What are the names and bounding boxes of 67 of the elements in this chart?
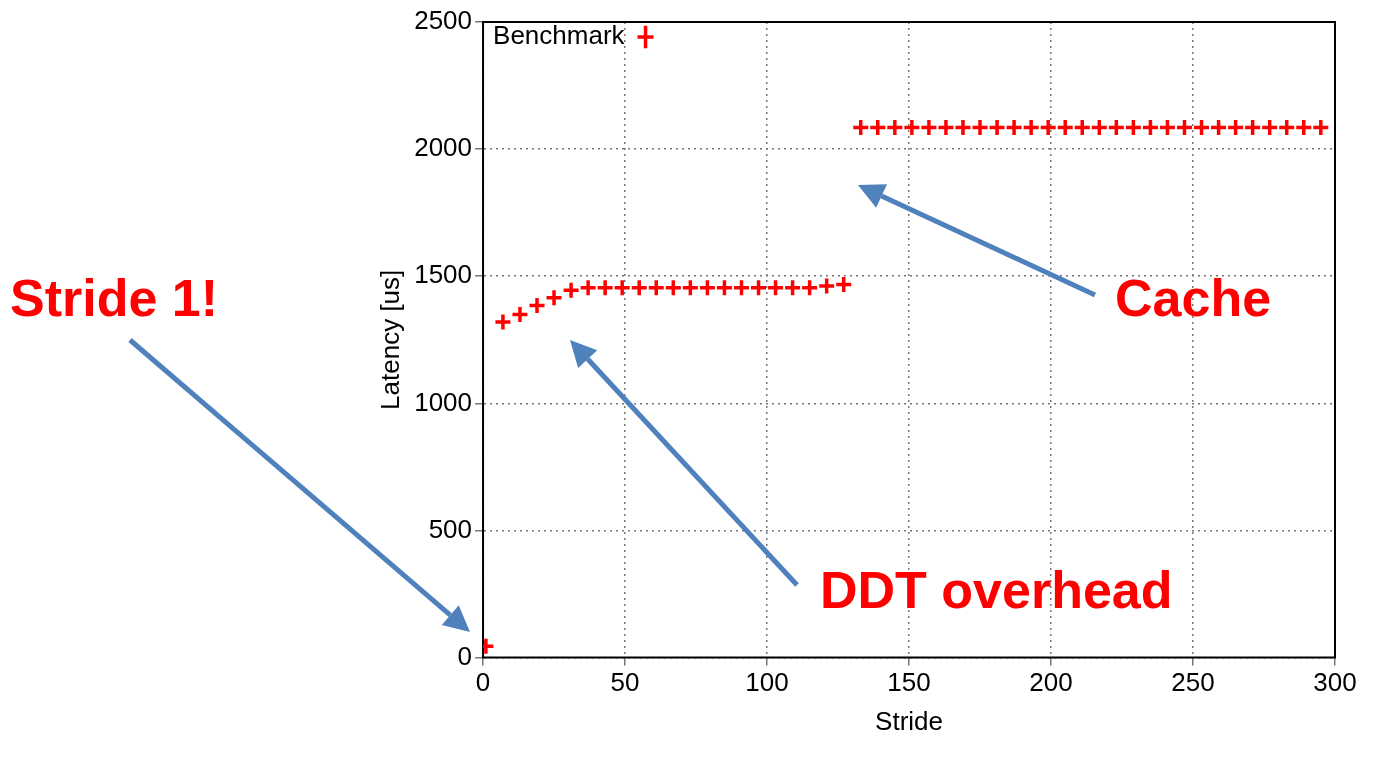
point bbox=[1004, 118, 1024, 137]
point bbox=[1038, 118, 1058, 137]
point bbox=[1141, 118, 1160, 137]
point bbox=[868, 118, 888, 137]
point bbox=[749, 278, 768, 297]
point bbox=[800, 278, 819, 297]
point bbox=[1277, 118, 1296, 137]
y-tick-label: 500 bbox=[428, 513, 473, 544]
point bbox=[1158, 118, 1177, 137]
point bbox=[510, 305, 530, 324]
point bbox=[1243, 118, 1262, 137]
point bbox=[1192, 118, 1211, 137]
point bbox=[664, 278, 683, 297]
y-tick-label: 2000 bbox=[414, 132, 473, 163]
point bbox=[970, 118, 990, 137]
annotation: Cache bbox=[1115, 268, 1272, 328]
x-tick-label: 200 bbox=[1029, 667, 1073, 698]
point bbox=[1055, 118, 1075, 137]
y-axis-title: Latency [us] bbox=[374, 269, 405, 410]
point bbox=[885, 118, 905, 137]
point bbox=[766, 278, 785, 297]
point bbox=[936, 118, 956, 137]
x-tick-label: 300 bbox=[1313, 667, 1357, 698]
point bbox=[698, 278, 717, 297]
point bbox=[493, 312, 513, 332]
point bbox=[561, 280, 581, 300]
point bbox=[902, 118, 922, 137]
annotation: DDT overhead bbox=[820, 560, 1173, 620]
point bbox=[715, 278, 734, 297]
point bbox=[595, 278, 615, 297]
point bbox=[1124, 118, 1143, 137]
y-tick-label: 0 bbox=[457, 640, 473, 671]
point bbox=[834, 275, 853, 294]
y-tick-label: 1000 bbox=[414, 386, 473, 417]
point bbox=[732, 278, 751, 297]
point bbox=[1226, 118, 1245, 137]
point bbox=[851, 118, 870, 137]
x-tick-label: 50 bbox=[610, 667, 640, 698]
y-tick-label: 1500 bbox=[414, 259, 473, 290]
point bbox=[1260, 118, 1279, 137]
point bbox=[527, 296, 547, 315]
point bbox=[1021, 118, 1041, 137]
text: Stride 1! bbox=[10, 268, 219, 328]
x-tick-label: 100 bbox=[745, 667, 789, 698]
point bbox=[629, 278, 649, 297]
point bbox=[1294, 118, 1314, 137]
point bbox=[1090, 118, 1109, 137]
point bbox=[681, 278, 700, 297]
point bbox=[953, 118, 973, 137]
point bbox=[647, 278, 666, 297]
point bbox=[544, 288, 564, 308]
point bbox=[783, 278, 802, 297]
point bbox=[987, 118, 1007, 137]
x-tick-label: 150 bbox=[887, 667, 931, 698]
legend-label: Benchmark bbox=[493, 20, 626, 51]
point bbox=[1311, 118, 1331, 137]
point bbox=[1209, 118, 1228, 137]
x-axis-title: Stride bbox=[875, 705, 943, 736]
point bbox=[578, 278, 598, 297]
point bbox=[1175, 118, 1194, 137]
point bbox=[817, 276, 836, 296]
point bbox=[1107, 118, 1126, 137]
x-tick-label: 250 bbox=[1171, 667, 1215, 698]
point bbox=[1073, 118, 1092, 137]
point bbox=[919, 118, 939, 137]
y-tick-label: 2500 bbox=[414, 5, 473, 36]
point bbox=[612, 278, 632, 297]
